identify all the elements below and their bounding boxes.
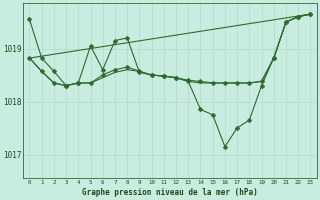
X-axis label: Graphe pression niveau de la mer (hPa): Graphe pression niveau de la mer (hPa) xyxy=(82,188,258,197)
